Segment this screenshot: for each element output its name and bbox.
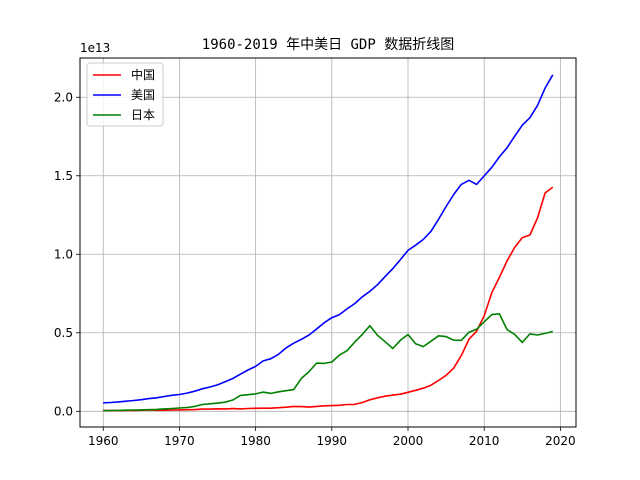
x-tick-label: 1970 (164, 434, 195, 448)
legend-box (86, 62, 164, 127)
y-tick-label: 0.0 (54, 404, 73, 418)
series-line (103, 74, 554, 404)
y-tick-label: 1.5 (54, 169, 73, 183)
grid (80, 58, 576, 427)
y-tick-label: 0.5 (54, 326, 73, 340)
x-tick-label: 2010 (469, 434, 500, 448)
x-tick-label: 2020 (545, 434, 576, 448)
y-tick-label: 1.0 (54, 247, 73, 261)
plot-frame (79, 57, 577, 428)
x-tick-label: 1980 (240, 434, 271, 448)
series-line (103, 312, 553, 412)
x-tick-label: 2000 (393, 434, 424, 448)
chart-title: 1960-2019 年中美日 GDP 数据折线图 (202, 37, 454, 53)
y-offset-label: 1e13 (80, 41, 110, 55)
legend-label: 中国 (131, 67, 155, 82)
y-tick-label: 2.0 (54, 90, 73, 104)
x-tick-label: 1990 (317, 434, 348, 448)
axes: 1960 1970 1980 1990 2000 2010 2020 0.0 0.5 1.0 1.5… (54, 90, 576, 448)
x-tick-label: 1960 (88, 434, 119, 448)
legend-label: 日本 (131, 108, 155, 122)
plot-lines (103, 74, 554, 412)
legend-label: 美国 (131, 88, 155, 102)
